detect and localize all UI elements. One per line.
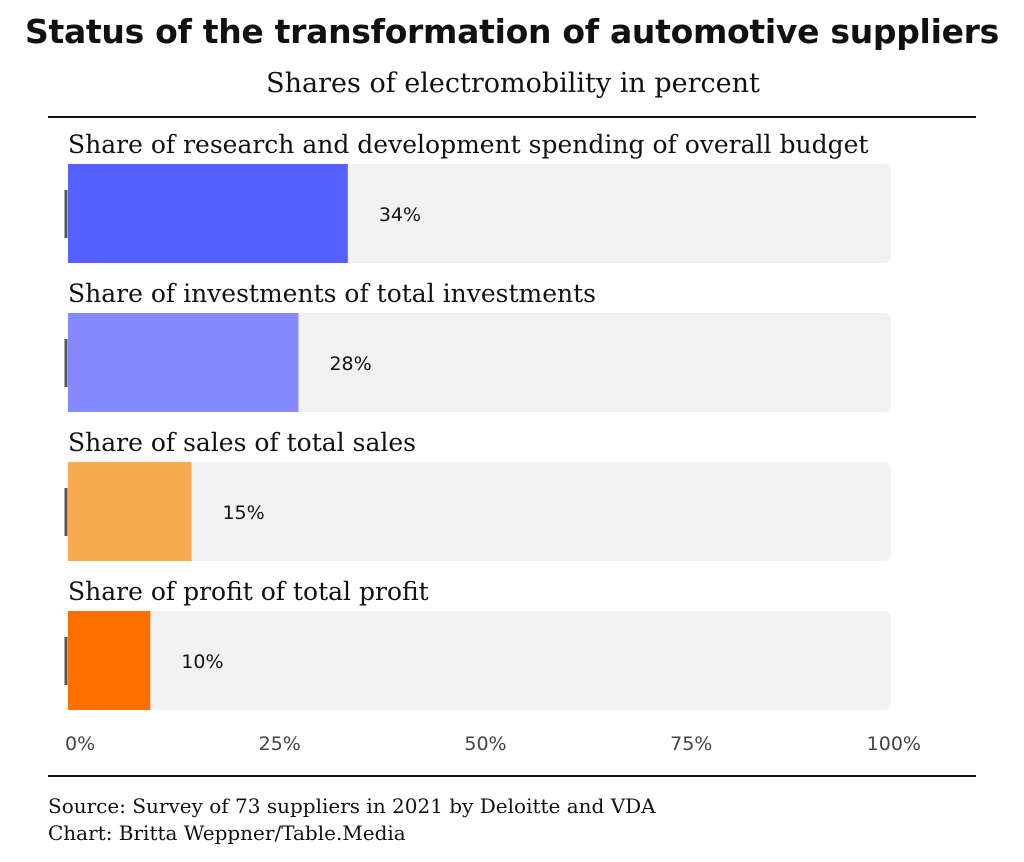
bar-value-label: 10%	[181, 651, 223, 673]
x-axis-tick-label: 0%	[65, 733, 95, 755]
source-note: Source: Survey of 73 suppliers in 2021 b…	[48, 794, 656, 818]
bar-category-label: Share of profit of total profit	[68, 577, 429, 606]
chart-title: Status of the transformation of automoti…	[25, 12, 999, 51]
bar	[68, 611, 151, 710]
bar-value-label: 28%	[329, 353, 371, 375]
bar-category-label: Share of investments of total investment…	[68, 279, 596, 308]
bar-value-label: 34%	[379, 204, 421, 226]
bar-track	[68, 462, 891, 561]
x-axis-tick-label: 25%	[259, 733, 301, 755]
x-axis-tick-label: 50%	[464, 733, 506, 755]
bar-value-label: 15%	[222, 502, 264, 524]
bar	[68, 164, 348, 263]
top-divider	[48, 116, 976, 118]
x-axis-tick-label: 100%	[867, 733, 921, 755]
bar-category-label: Share of research and development spendi…	[68, 130, 868, 159]
bar	[68, 313, 299, 412]
credit-note: Chart: Britta Weppner/Table.Media	[48, 821, 406, 845]
bar-category-label: Share of sales of total sales	[68, 428, 416, 457]
bar	[68, 462, 192, 561]
x-axis-tick-label: 75%	[670, 733, 712, 755]
bar-track	[68, 611, 891, 710]
bottom-divider	[48, 775, 976, 777]
chart-subtitle: Shares of electromobility in percent	[266, 68, 760, 99]
chart-footer: Source: Survey of 73 suppliers in 2021 b…	[48, 793, 656, 847]
